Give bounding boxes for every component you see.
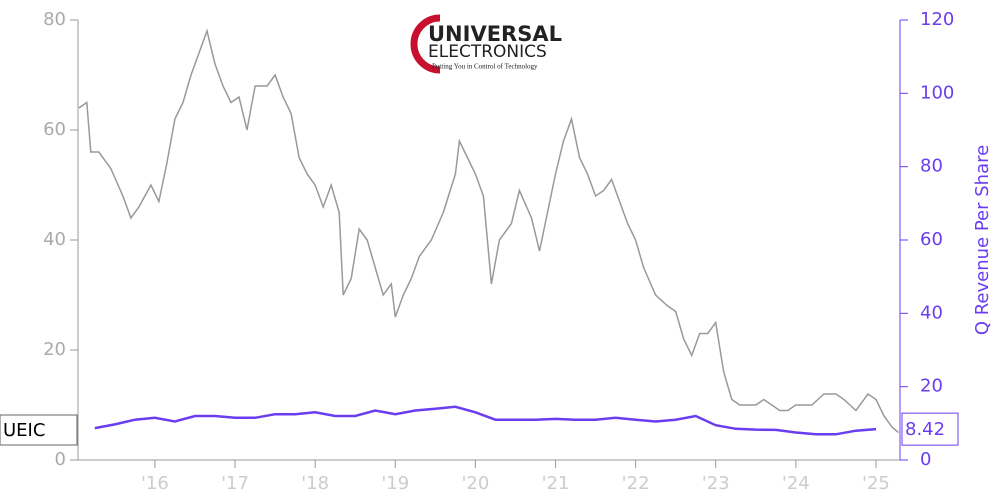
- series-label: UEIC: [3, 420, 45, 441]
- last-value-box: [901, 412, 959, 446]
- y-tick-label: 0: [55, 449, 66, 470]
- x-tick-label: '20: [461, 473, 489, 494]
- logo: UNIVERSAL ELECTRONICS Putting You in Con…: [410, 14, 562, 74]
- x-tick-label: '16: [141, 473, 169, 494]
- last-value-label: 8.42: [905, 419, 945, 440]
- y-tick-label: 80: [43, 9, 66, 30]
- x-tick-label: '17: [221, 473, 249, 494]
- logo-arc: [410, 14, 441, 74]
- y-tick-label: 60: [43, 119, 66, 140]
- y2-axis-title: Q Revenue Per Share: [972, 145, 993, 335]
- series-line: [78, 28, 899, 434]
- logo-tagline: Putting You in Control of Technology: [432, 63, 538, 71]
- y2-tick-label: 40: [920, 302, 943, 323]
- y2-tick-label: 0: [920, 449, 931, 470]
- logo-name: UNIVERSAL: [428, 22, 562, 46]
- x-tick-label: '22: [622, 473, 650, 494]
- y2-tick-label: 60: [920, 229, 943, 250]
- x-tick-label: '18: [301, 473, 329, 494]
- series-label-box: [0, 414, 78, 446]
- y2-tick-label: 100: [920, 82, 954, 103]
- y-tick-label: 20: [43, 339, 66, 360]
- y-tick-label: 40: [43, 229, 66, 250]
- x-tick-label: '21: [542, 473, 570, 494]
- series-line: [94, 405, 877, 436]
- logo-sub: ELECTRONICS: [428, 42, 547, 62]
- y2-tick-label: 120: [920, 9, 954, 30]
- x-tick-label: '19: [381, 473, 409, 494]
- y2-tick-label: 80: [920, 156, 943, 177]
- x-tick-label: '25: [862, 473, 890, 494]
- x-tick-label: '24: [782, 473, 810, 494]
- y2-tick-label: 20: [920, 376, 943, 397]
- x-tick-label: '23: [702, 473, 730, 494]
